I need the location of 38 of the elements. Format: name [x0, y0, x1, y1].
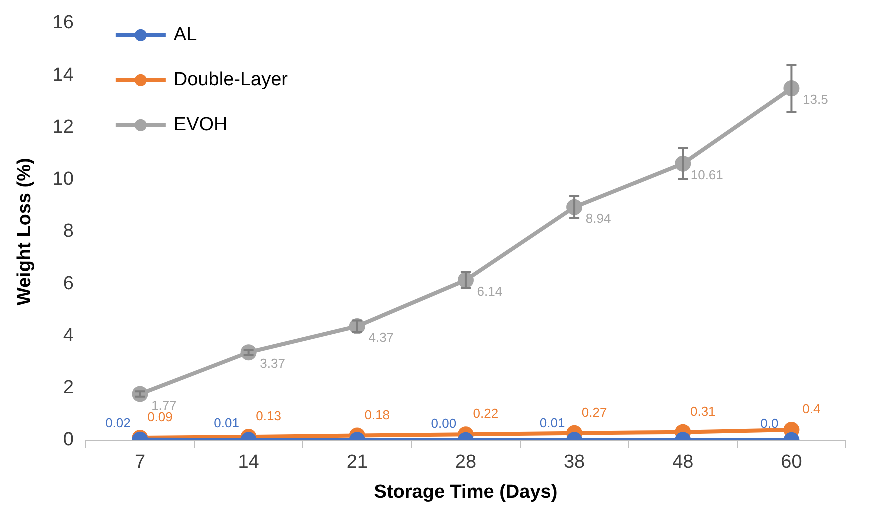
x-tick-label: 28: [455, 452, 477, 474]
x-axis-title: Storage Time (Days): [374, 482, 558, 503]
y-tick-label: 8: [63, 221, 74, 242]
data-label: 0.01: [540, 416, 566, 431]
y-tick-label: 14: [52, 64, 74, 86]
x-tick-label: 7: [134, 452, 146, 474]
x-tick-label: 60: [781, 452, 802, 474]
data-label: 13.5: [803, 92, 828, 108]
y-tick-label: 16: [52, 12, 74, 34]
legend-label: EVOH: [174, 114, 228, 136]
data-label: 0.00: [431, 416, 457, 431]
data-label: 0.4: [802, 402, 821, 417]
x-tick-label: 14: [238, 452, 260, 474]
y-tick-label: 4: [63, 325, 74, 346]
y-tick-label: 2: [63, 378, 74, 399]
data-label: 0.18: [364, 407, 390, 422]
data-label: 8.94: [586, 210, 612, 226]
data-label: 0.22: [473, 406, 499, 422]
y-tick-label: 0: [63, 430, 74, 451]
data-label: 0.02: [106, 415, 131, 430]
x-tick-label: 21: [346, 452, 368, 474]
data-label: 6.14: [477, 284, 503, 299]
data-label: 0.01: [214, 416, 240, 431]
data-label: 0.27: [582, 404, 608, 420]
x-tick-label: 38: [564, 452, 586, 474]
data-label: 0.13: [256, 408, 282, 424]
data-label: 3.37: [260, 356, 286, 372]
x-tick-label: 48: [672, 452, 694, 474]
y-tick-label: 6: [63, 273, 74, 294]
legend-label: AL: [174, 24, 198, 46]
data-label: 4.37: [368, 330, 394, 346]
y-tick-label: 12: [52, 116, 74, 138]
data-label: 10.61: [690, 167, 724, 182]
data-label: 0.0: [760, 416, 779, 431]
y-tick-label: 10: [52, 169, 74, 190]
y-axis-title: Weight Loss (%): [14, 158, 36, 306]
data-label: 0.31: [690, 404, 716, 419]
legend-label: Double-Layer: [174, 70, 289, 91]
